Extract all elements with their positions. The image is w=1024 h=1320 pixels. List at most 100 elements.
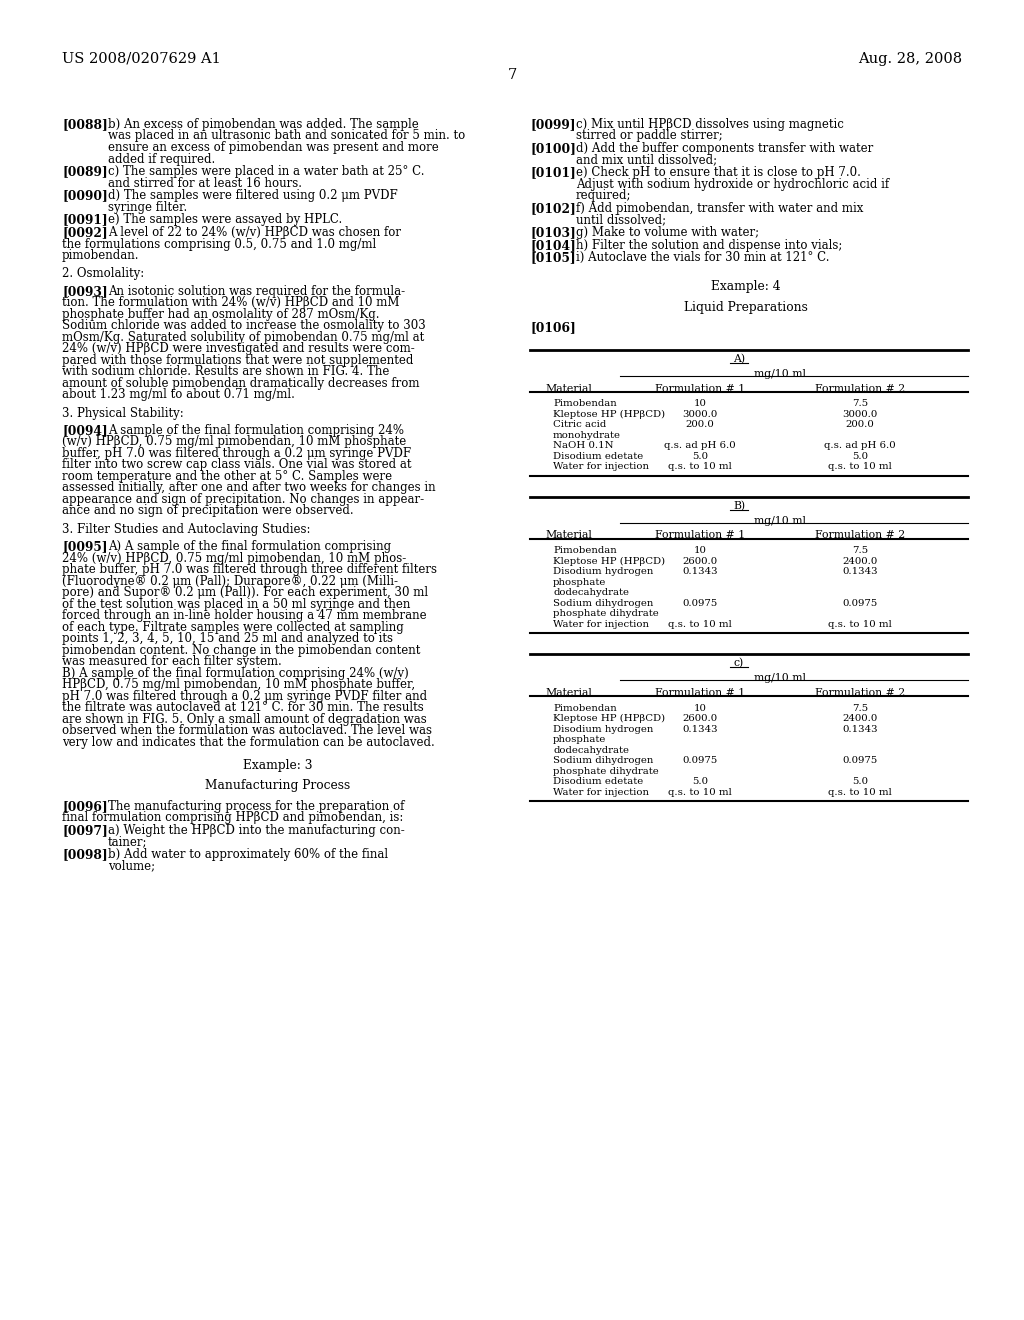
Text: Sodium chloride was added to increase the osmolality to 303: Sodium chloride was added to increase th… [62,319,426,333]
Text: Disodium hydrogen: Disodium hydrogen [553,568,653,577]
Text: [0101]: [0101] [530,166,575,180]
Text: mg/10 ml: mg/10 ml [754,673,806,682]
Text: phate buffer, pH 7.0 was filtered through three different filters: phate buffer, pH 7.0 was filtered throug… [62,564,437,576]
Text: [0098]: [0098] [62,849,108,861]
Text: required;: required; [575,189,632,202]
Text: was measured for each filter system.: was measured for each filter system. [62,655,282,668]
Text: [0089]: [0089] [62,165,108,178]
Text: 10: 10 [693,546,707,556]
Text: Formulation # 1: Formulation # 1 [655,531,745,540]
Text: Material: Material [545,688,592,698]
Text: Pimobendan: Pimobendan [553,546,616,556]
Text: 24% (w/v) HPβCD were investigated and results were com-: 24% (w/v) HPβCD were investigated and re… [62,342,415,355]
Text: tion. The formulation with 24% (w/v) HPβCD and 10 mM: tion. The formulation with 24% (w/v) HPβ… [62,296,399,309]
Text: NaOH 0.1N: NaOH 0.1N [553,441,613,450]
Text: 10: 10 [693,704,707,713]
Text: phosphate dihydrate: phosphate dihydrate [553,767,658,776]
Text: points 1, 2, 3, 4, 5, 10, 15 and 25 ml and analyzed to its: points 1, 2, 3, 4, 5, 10, 15 and 25 ml a… [62,632,393,645]
Text: pore) and Supor® 0.2 μm (Pall)). For each experiment, 30 ml: pore) and Supor® 0.2 μm (Pall)). For eac… [62,586,428,599]
Text: [0094]: [0094] [62,424,108,437]
Text: 7.5: 7.5 [852,546,868,556]
Text: 5.0: 5.0 [692,777,708,785]
Text: e) Check pH to ensure that it is close to pH 7.0.: e) Check pH to ensure that it is close t… [575,166,861,180]
Text: [0088]: [0088] [62,117,108,131]
Text: Pimobendan: Pimobendan [553,704,616,713]
Text: c) The samples were placed in a water bath at 25° C.: c) The samples were placed in a water ba… [108,165,425,178]
Text: 3. Filter Studies and Autoclaving Studies:: 3. Filter Studies and Autoclaving Studie… [62,523,310,536]
Text: Kleptose HP (HPβCD): Kleptose HP (HPβCD) [553,411,666,418]
Text: mOsm/Kg. Saturated solubility of pimobendan 0.75 mg/ml at: mOsm/Kg. Saturated solubility of pimoben… [62,331,424,343]
Text: Example: 3: Example: 3 [244,759,312,772]
Text: [0097]: [0097] [62,824,108,837]
Text: phosphate dihydrate: phosphate dihydrate [553,610,658,618]
Text: of the test solution was placed in a 50 ml syringe and then: of the test solution was placed in a 50 … [62,598,411,611]
Text: q.s. to 10 ml: q.s. to 10 ml [828,788,892,796]
Text: A sample of the final formulation comprising 24%: A sample of the final formulation compri… [108,424,404,437]
Text: [0106]: [0106] [530,322,575,334]
Text: [0099]: [0099] [530,117,575,131]
Text: phosphate: phosphate [553,735,606,744]
Text: Sodium dihydrogen: Sodium dihydrogen [553,756,653,766]
Text: Citric acid: Citric acid [553,421,606,429]
Text: monohydrate: monohydrate [553,430,621,440]
Text: 2600.0: 2600.0 [682,557,718,566]
Text: forced through an in-line holder housing a 47 mm membrane: forced through an in-line holder housing… [62,609,427,622]
Text: Aug. 28, 2008: Aug. 28, 2008 [858,51,962,66]
Text: [0095]: [0095] [62,540,108,553]
Text: q.s. to 10 ml: q.s. to 10 ml [668,462,732,471]
Text: 0.0975: 0.0975 [682,599,718,607]
Text: g) Make to volume with water;: g) Make to volume with water; [575,226,759,239]
Text: 7.5: 7.5 [852,704,868,713]
Text: very low and indicates that the formulation can be autoclaved.: very low and indicates that the formulat… [62,735,435,748]
Text: pimobendan content. No change in the pimobendan content: pimobendan content. No change in the pim… [62,644,421,656]
Text: 5.0: 5.0 [852,451,868,461]
Text: 5.0: 5.0 [852,777,868,785]
Text: [0102]: [0102] [530,202,575,215]
Text: pH 7.0 was filtered through a 0.2 μm syringe PVDF filter and: pH 7.0 was filtered through a 0.2 μm syr… [62,689,427,702]
Text: q.s. ad pH 6.0: q.s. ad pH 6.0 [665,441,736,450]
Text: of each type. Filtrate samples were collected at sampling: of each type. Filtrate samples were coll… [62,620,403,634]
Text: b) Add water to approximately 60% of the final: b) Add water to approximately 60% of the… [108,849,388,861]
Text: [0091]: [0091] [62,214,108,227]
Text: q.s. ad pH 6.0: q.s. ad pH 6.0 [824,441,896,450]
Text: c) Mix until HPβCD dissolves using magnetic: c) Mix until HPβCD dissolves using magne… [575,117,844,131]
Text: 24% (w/v) HPβCD, 0.75 mg/ml pimobendan, 10 mM phos-: 24% (w/v) HPβCD, 0.75 mg/ml pimobendan, … [62,552,407,565]
Text: HPβCD, 0.75 mg/ml pimobendan, 10 mM phosphate buffer,: HPβCD, 0.75 mg/ml pimobendan, 10 mM phos… [62,678,415,692]
Text: Sodium dihydrogen: Sodium dihydrogen [553,599,653,607]
Text: d) Add the buffer components transfer with water: d) Add the buffer components transfer wi… [575,143,873,156]
Text: A level of 22 to 24% (w/v) HPβCD was chosen for: A level of 22 to 24% (w/v) HPβCD was cho… [108,226,401,239]
Text: Formulation # 2: Formulation # 2 [815,531,905,540]
Text: 3000.0: 3000.0 [682,411,718,418]
Text: stirred or paddle stirrer;: stirred or paddle stirrer; [575,129,723,143]
Text: d) The samples were filtered using 0.2 μm PVDF: d) The samples were filtered using 0.2 μ… [108,189,397,202]
Text: added if required.: added if required. [108,153,215,165]
Text: volume;: volume; [108,859,155,873]
Text: 5.0: 5.0 [692,451,708,461]
Text: phosphate: phosphate [553,578,606,587]
Text: with sodium chloride. Results are shown in FIG. 4. The: with sodium chloride. Results are shown … [62,366,389,379]
Text: Water for injection: Water for injection [553,788,649,796]
Text: Material: Material [545,531,592,540]
Text: [0105]: [0105] [530,251,575,264]
Text: A) A sample of the final formulation comprising: A) A sample of the final formulation com… [108,540,391,553]
Text: q.s. to 10 ml: q.s. to 10 ml [668,620,732,628]
Text: ance and no sign of precipitation were observed.: ance and no sign of precipitation were o… [62,504,353,517]
Text: 200.0: 200.0 [846,421,874,429]
Text: B): B) [733,502,745,511]
Text: q.s. to 10 ml: q.s. to 10 ml [668,788,732,796]
Text: 10: 10 [693,400,707,408]
Text: US 2008/0207629 A1: US 2008/0207629 A1 [62,51,221,66]
Text: 0.1343: 0.1343 [842,568,878,577]
Text: h) Filter the solution and dispense into vials;: h) Filter the solution and dispense into… [575,239,843,252]
Text: Pimobendan: Pimobendan [553,400,616,408]
Text: 3. Physical Stability:: 3. Physical Stability: [62,407,183,420]
Text: amount of soluble pimobendan dramatically decreases from: amount of soluble pimobendan dramaticall… [62,376,420,389]
Text: Formulation # 2: Formulation # 2 [815,688,905,698]
Text: 7: 7 [507,69,517,82]
Text: [0096]: [0096] [62,800,108,813]
Text: 2. Osmolality:: 2. Osmolality: [62,268,144,281]
Text: 0.0975: 0.0975 [843,756,878,766]
Text: 0.0975: 0.0975 [682,756,718,766]
Text: a) Weight the HPβCD into the manufacturing con-: a) Weight the HPβCD into the manufacturi… [108,824,404,837]
Text: q.s. to 10 ml: q.s. to 10 ml [828,462,892,471]
